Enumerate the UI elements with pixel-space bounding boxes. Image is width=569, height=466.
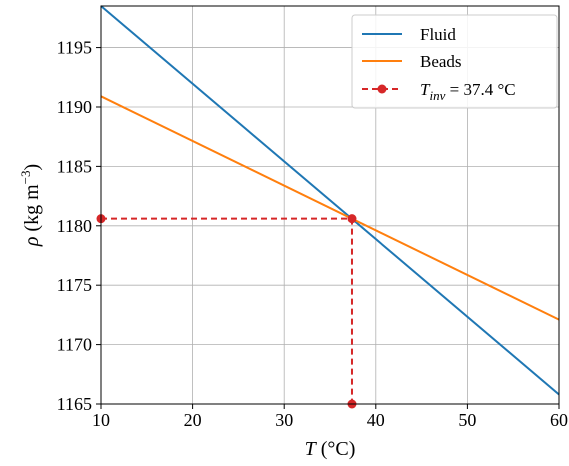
x-axis-label: T (°C) [305, 438, 356, 460]
x-axis-label-variable: T [305, 438, 318, 460]
y-axis-label: ρ (kg m−3) [18, 164, 43, 247]
x-tick-label: 10 [92, 410, 110, 430]
series-line-fluid [100, 5, 560, 396]
y-axis-label-superscript: −3 [18, 171, 33, 185]
series-line-beads [100, 95, 560, 321]
y-axis-label-unit-close: ) [21, 164, 43, 171]
legend-inversion-marker [377, 84, 387, 94]
inversion-marker-intersection [347, 214, 357, 224]
legend-inversion-variable: T [420, 80, 431, 99]
y-tick-label: 1165 [57, 394, 92, 414]
legend-fluid-label: Fluid [420, 25, 456, 44]
y-axis-label-unit: (kg m [21, 184, 43, 237]
x-tick-label: 50 [458, 410, 476, 430]
x-axis-label-unit: (°C) [316, 438, 356, 460]
legend-inversion-subscript: inv [429, 88, 445, 103]
y-tick-label: 1180 [57, 216, 92, 236]
x-tick-label: 30 [275, 410, 293, 430]
y-tick-label: 1175 [57, 275, 92, 295]
plot-frame [100, 5, 560, 405]
x-tick-label: 60 [550, 410, 568, 430]
axis-ticks: 10 20 30 40 50 60 1165 1170 1175 1180 1185 1190 1195 [57, 38, 568, 430]
x-tick-label: 40 [367, 410, 385, 430]
legend: Fluid Beads Tinv = 37.4 °C [351, 14, 558, 109]
y-tick-label: 1185 [57, 156, 92, 176]
y-tick-label: 1170 [57, 335, 92, 355]
legend-beads-label: Beads [420, 52, 462, 71]
y-axis-label-variable: ρ [21, 237, 43, 248]
legend-inversion-label: Tinv = 37.4 °C [420, 80, 516, 103]
y-tick-label: 1190 [57, 97, 92, 117]
legend-box [351, 14, 558, 109]
x-tick-label: 20 [184, 410, 202, 430]
y-tick-label: 1195 [57, 38, 92, 58]
plot-area [96, 5, 560, 409]
legend-inversion-value: = 37.4 °C [445, 80, 515, 99]
